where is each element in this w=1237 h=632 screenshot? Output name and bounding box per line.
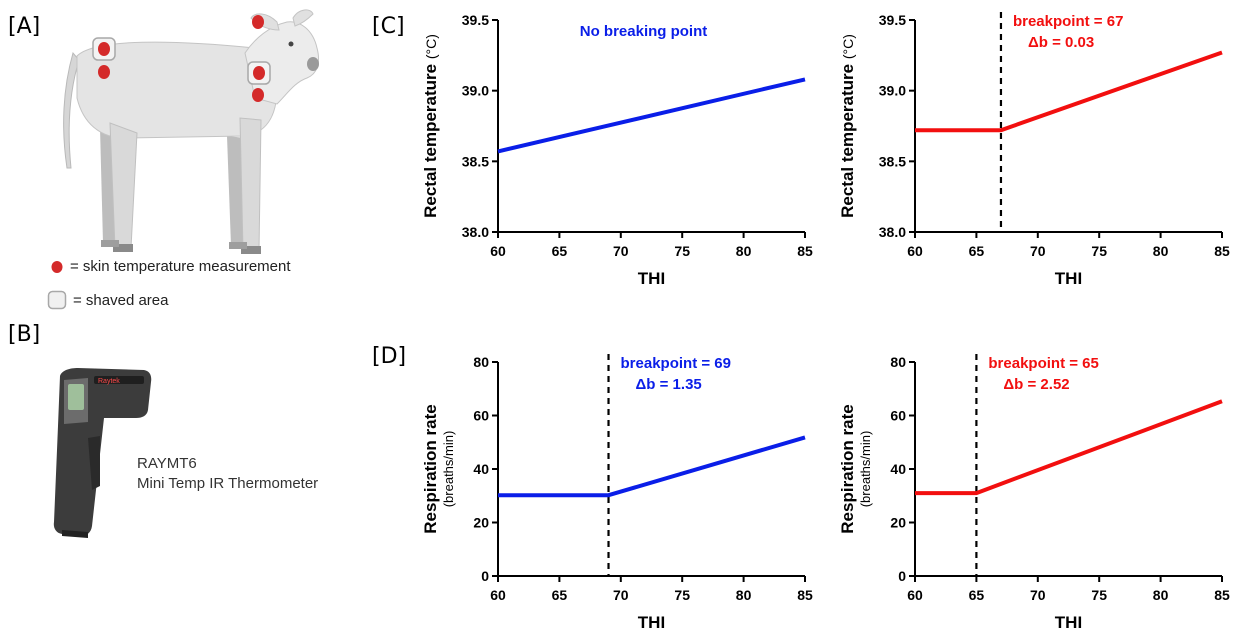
y-tick-label: 40 (473, 461, 489, 477)
panel-letter-a: [A] (8, 14, 41, 39)
breakpoint-annotation: breakpoint = 65 (988, 355, 1098, 372)
y-axis-label-unit: (°C) (423, 34, 439, 59)
series-line (915, 399, 1223, 496)
y-axis-label: Rectal temperature (°C) (421, 34, 440, 218)
y-tick-label: 38.0 (462, 224, 489, 240)
chart-respiration-rate-breakpoint-blue: 60 65 70 75 80 85 0 20 40 60 80 THI Respiration rate… (421, 354, 813, 632)
x-tick-label: 75 (1091, 587, 1107, 603)
panel-letter-c: [C] (372, 14, 405, 39)
x-tick-label: 75 (674, 587, 690, 603)
svg-text:Raytek: Raytek (98, 378, 120, 385)
x-tick-label: 85 (797, 243, 813, 259)
delta-b-annotation: Δb = 2.52 (1003, 376, 1069, 393)
chart-rectal-temp-breakpoint: 60 65 70 75 80 85 38.0 38.5 39.0 39.5 THI Rectal te… (838, 12, 1230, 288)
series-line (915, 50, 1223, 133)
legend-dot-row: = skin temperature measurement (50, 258, 291, 275)
y-axis-label: Respiration rate (421, 404, 440, 533)
chart-respiration-rate-breakpoint-red: 60 65 70 75 80 85 0 20 40 60 80 THI Respiration rate… (838, 354, 1230, 632)
x-tick-label: 60 (907, 243, 923, 259)
x-tick-label: 70 (1030, 243, 1046, 259)
y-tick-label: 39.5 (879, 12, 906, 28)
device-model: RAYMT6 (137, 455, 197, 472)
y-tick-label: 40 (890, 461, 906, 477)
y-tick-label: 20 (473, 515, 489, 531)
calf-illustration (63, 9, 320, 254)
panel-letter-d: [D] (372, 344, 407, 369)
x-tick-label: 65 (969, 587, 985, 603)
y-axis-label-unit: (breaths/min) (441, 431, 456, 508)
y-tick-label: 38.5 (879, 153, 906, 169)
y-axis-label: Respiration rate (838, 404, 857, 533)
chart-rectal-temp-no-breakpoint: 60 65 70 75 80 85 38.0 38.5 39.0 39.5 THI Rectal te… (421, 12, 813, 288)
y-tick-label: 39.5 (462, 12, 489, 28)
breakpoint-annotation: breakpoint = 67 (1013, 13, 1123, 30)
x-axis-label: THI (638, 613, 665, 632)
x-tick-label: 60 (490, 587, 506, 603)
x-tick-label: 70 (613, 587, 629, 603)
y-tick-label: 39.0 (879, 83, 906, 99)
x-tick-label: 60 (907, 587, 923, 603)
device-info: RAYMT6 Mini Temp IR Thermometer (137, 454, 318, 494)
y-tick-label: 0 (481, 568, 489, 584)
x-axis-label: THI (1055, 269, 1082, 288)
y-tick-label: 20 (890, 515, 906, 531)
x-axis-label: THI (1055, 613, 1082, 632)
panel-letter-b: [B] (8, 322, 41, 347)
x-tick-label: 60 (490, 243, 506, 259)
legend-dot-label: = skin temperature measurement (70, 258, 291, 275)
delta-b-annotation: Δb = 1.35 (636, 376, 702, 393)
y-tick-label: 38.0 (879, 224, 906, 240)
x-tick-label: 80 (1153, 587, 1169, 603)
y-tick-label: 39.0 (462, 83, 489, 99)
y-tick-label: 60 (473, 408, 489, 424)
y-tick-label: 80 (890, 354, 906, 370)
y-axis-label-text: Rectal temperature (421, 59, 440, 218)
device-description: Mini Temp IR Thermometer (137, 475, 319, 492)
series-line (498, 435, 806, 498)
x-tick-label: 80 (1153, 243, 1169, 259)
delta-b-annotation: Δb = 0.03 (1028, 34, 1094, 51)
y-tick-label: 38.5 (462, 153, 489, 169)
legend-shaved-row: = shaved area (47, 290, 169, 310)
y-axis-label-text: Rectal temperature (838, 59, 857, 218)
y-axis-label-unit: (°C) (840, 34, 856, 59)
x-tick-label: 70 (613, 243, 629, 259)
x-tick-label: 75 (1091, 243, 1107, 259)
x-tick-label: 80 (736, 587, 752, 603)
y-axis-label-unit: (breaths/min) (858, 431, 873, 508)
x-tick-label: 70 (1030, 587, 1046, 603)
series-line (497, 77, 806, 154)
x-tick-label: 65 (552, 243, 568, 259)
thermometer-illustration: Raytek (53, 368, 152, 538)
x-tick-label: 85 (797, 587, 813, 603)
y-axis-label: Rectal temperature (°C) (838, 34, 857, 218)
x-tick-label: 85 (1214, 587, 1230, 603)
annotation-text: No breaking point (580, 23, 708, 40)
x-tick-label: 85 (1214, 243, 1230, 259)
x-axis-label: THI (638, 269, 665, 288)
breakpoint-annotation: breakpoint = 69 (621, 355, 731, 372)
red-dot-icon (51, 260, 63, 273)
x-tick-label: 75 (674, 243, 690, 259)
y-tick-label: 0 (898, 568, 906, 584)
shaved-square-icon (47, 290, 67, 310)
y-tick-label: 60 (890, 408, 906, 424)
x-tick-label: 65 (969, 243, 985, 259)
x-tick-label: 80 (736, 243, 752, 259)
y-tick-label: 80 (473, 354, 489, 370)
x-tick-label: 65 (552, 587, 568, 603)
legend-shaved-label: = shaved area (73, 291, 169, 309)
